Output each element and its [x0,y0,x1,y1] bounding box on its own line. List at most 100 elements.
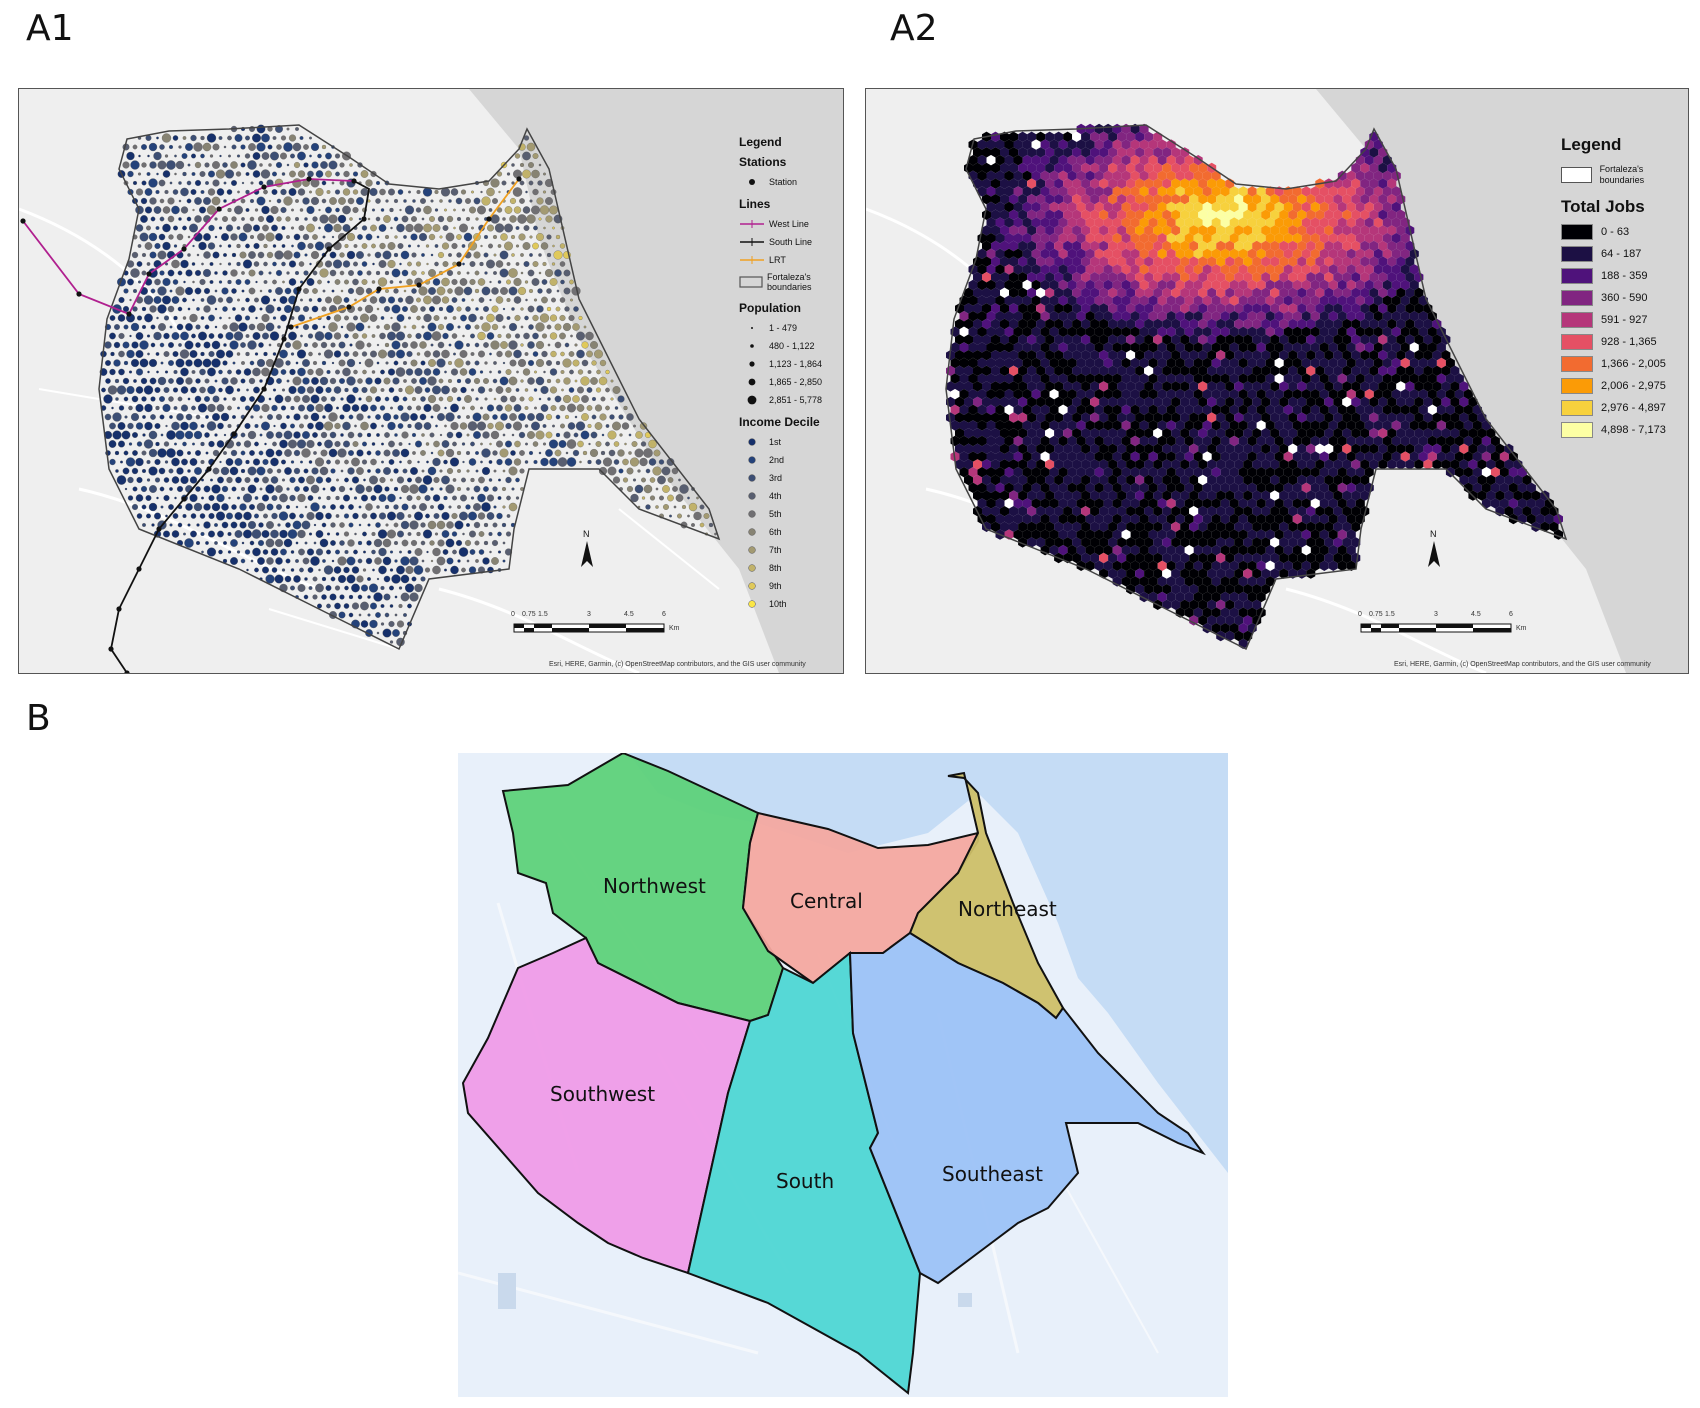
population-dot [652,466,662,476]
population-dot [114,324,120,330]
job-hexagon [1166,435,1176,447]
population-dot [486,313,495,323]
job-hexagon [995,420,1005,431]
station-marker [416,282,422,288]
job-hexagon [1225,490,1235,501]
job-hexagon [1094,435,1104,447]
job-hexagon [1175,498,1185,509]
job-hexagon [995,435,1005,447]
population-dot [298,225,305,231]
job-hexagon [1153,396,1163,408]
population-dot [520,343,524,347]
population-dot [446,557,454,565]
job-hexagon [1036,443,1046,454]
job-hexagon [1405,350,1415,361]
job-hexagon [964,443,973,454]
population-dot [244,315,251,321]
job-hexagon [1243,365,1253,376]
station-dot-icon [739,177,765,187]
population-dot [619,433,623,437]
population-dot [502,217,506,221]
job-hexagon [1279,396,1289,408]
a1-legend-income-5: 6th [739,523,839,541]
job-hexagon [1144,272,1154,283]
population-dot [407,261,412,267]
population-dot [524,315,529,321]
population-dot [358,217,362,221]
population-dot [531,205,540,215]
population-dot [250,559,254,563]
population-dot [523,332,530,340]
population-dot [235,171,242,177]
job-hexagon [1495,474,1505,486]
population-dot [540,404,549,412]
job-hexagon [1243,490,1253,501]
job-hexagon [1067,248,1077,259]
job-hexagon [1513,490,1523,501]
job-hexagon [1126,474,1136,486]
job-hexagon [1058,248,1068,259]
population-dot [361,386,368,394]
job-hexagon [1117,490,1127,501]
population-dot [231,216,237,222]
population-dot [230,539,238,547]
job-hexagon [1373,248,1383,259]
job-hexagon [1009,490,1019,501]
job-hexagon [1351,443,1361,454]
station-marker [206,466,212,472]
population-dot [360,584,369,592]
population-dot [364,358,374,368]
job-hexagon [1112,482,1122,493]
population-dot [343,440,350,448]
job-hexagon [1468,474,1478,486]
job-hexagon [1171,178,1181,189]
job-hexagon [982,272,991,283]
population-dot [185,503,193,511]
population-dot [374,251,382,259]
population-dot [339,270,345,276]
job-hexagon [1351,428,1361,439]
population-dot [236,441,241,447]
population-dot [226,512,233,520]
population-dot [391,340,401,350]
job-hexagon [1351,490,1361,501]
population-dot [423,331,432,341]
population-dot [454,286,464,296]
population-dot [407,316,412,320]
job-hexagon [1247,467,1257,478]
population-dot [271,567,278,573]
population-dot [573,432,579,438]
job-hexagon [1427,435,1437,447]
job-hexagon [1486,490,1496,501]
job-hexagon [950,404,960,415]
job-hexagon [973,443,982,454]
job-hexagon [1378,396,1388,408]
job-hexagon [1472,435,1482,447]
job-hexagon [1103,248,1113,259]
job-hexagon [995,279,1005,291]
job-hexagon [1225,209,1235,220]
population-dot [396,565,405,575]
job-hexagon [1324,209,1334,220]
job-hexagon [1166,155,1176,166]
population-dot [279,529,288,539]
job-hexagon [1337,311,1347,322]
population-dot [227,369,232,375]
job-hexagon [1121,311,1131,322]
job-hexagon [1378,303,1388,314]
population-dot [552,424,555,428]
population-dot [443,316,448,320]
job-hexagon [1198,412,1208,423]
population-dot [420,306,426,312]
job-hexagon [986,342,996,353]
population-dot [289,476,296,484]
job-hexagon [1216,459,1226,470]
population-dot [508,340,518,350]
job-hexagon [1220,389,1230,400]
population-dot [591,396,597,402]
population-dot [159,486,165,492]
population-dot [532,261,539,267]
job-hexagon [1103,186,1113,197]
job-hexagon [977,451,987,462]
job-hexagon [1265,186,1275,197]
